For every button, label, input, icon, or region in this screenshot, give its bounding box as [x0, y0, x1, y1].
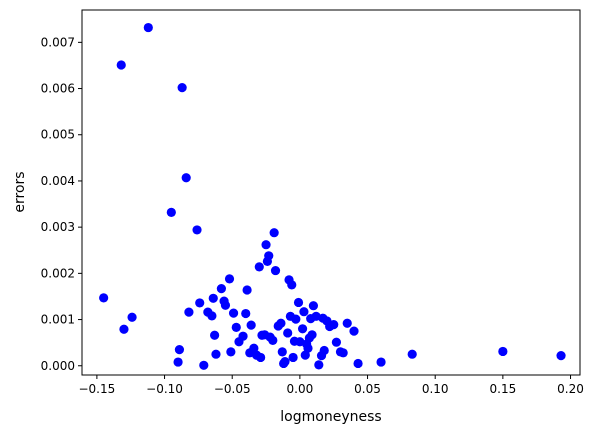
y-axis: 0.000 0.001 0.002 0.003 0.004 0.005 0.006 0.007	[41, 35, 82, 373]
scatter-point-6	[173, 357, 183, 367]
x-tick-label-3: 0.00	[287, 382, 314, 396]
scatter-point-81	[353, 358, 363, 369]
scatter-point-18	[211, 349, 221, 359]
scatter-point-17	[210, 330, 220, 340]
scatter-point-75	[329, 320, 339, 330]
scatter-point-9	[181, 173, 191, 183]
scatter-point-78	[338, 348, 348, 358]
scatter-point-10	[184, 307, 194, 317]
scatter-point-53	[287, 280, 297, 290]
x-tick-label-2: −0.05	[214, 382, 251, 396]
scatter-point-34	[254, 262, 264, 272]
x-tick-label-7: 0.20	[557, 382, 584, 396]
scatter-point-57	[293, 297, 304, 308]
scatter-point-35	[256, 352, 266, 363]
y-tick-label-1: 0.001	[41, 313, 75, 327]
x-tick-label-5: 0.10	[422, 382, 449, 396]
scatter-point-22	[224, 274, 235, 284]
scatter-point-38	[261, 240, 271, 250]
scatter-point-21	[220, 300, 231, 310]
scatter-point-42	[268, 335, 278, 345]
scatter-point-72	[319, 345, 329, 356]
scatter-point-84	[498, 346, 508, 357]
scatter-point-46	[276, 318, 286, 328]
scatter-point-50	[283, 328, 293, 338]
scatter-point-80	[349, 326, 359, 336]
y-tick-label-6: 0.006	[41, 82, 75, 96]
scatter-point-49	[280, 357, 290, 367]
x-axis-label: logmoneyness	[280, 409, 381, 425]
scatter-point-40	[264, 251, 274, 261]
scatter-point-60	[299, 307, 309, 317]
scatter-point-31	[246, 320, 256, 330]
scatter-point-12	[195, 298, 205, 308]
scatter-point-79	[342, 318, 352, 328]
x-tick-label-1: −0.10	[146, 382, 183, 396]
scatter-point-3	[127, 312, 137, 322]
scatter-point-23	[226, 347, 236, 357]
scatter-point-63	[303, 343, 313, 353]
scatter-point-13	[199, 360, 209, 370]
scatter-point-16	[208, 293, 218, 303]
scatter-point-27	[238, 331, 248, 341]
scatter-point-76	[331, 337, 342, 347]
scatter-point-43	[269, 228, 279, 238]
scatter-point-67	[308, 301, 319, 311]
scatter-point-8	[177, 83, 187, 93]
scatter-point-47	[277, 347, 287, 357]
scatter-point-61	[300, 350, 310, 360]
y-tick-label-3: 0.003	[41, 220, 75, 234]
x-axis: −0.15 −0.10 −0.05 0.00 0.05 0.10 0.15 0.20	[78, 375, 584, 396]
scatter-point-4	[143, 22, 153, 33]
scatter-point-11	[192, 225, 202, 235]
y-axis-label: errors	[12, 171, 28, 212]
scatter-point-56	[291, 314, 301, 324]
scatter-point-83	[407, 349, 417, 359]
scatter-point-19	[216, 284, 226, 294]
scatter-point-25	[231, 322, 241, 333]
scatter-point-15	[207, 311, 217, 321]
scatter-point-44	[270, 265, 281, 276]
scatter-point-29	[242, 285, 252, 295]
scatter-point-2	[119, 324, 129, 334]
scatter-point-85	[556, 350, 566, 361]
y-tick-label-5: 0.005	[41, 128, 75, 142]
scatter-point-82	[376, 357, 386, 367]
scatter-point-69	[314, 360, 324, 370]
plot-frame	[81, 9, 581, 376]
x-tick-label-4: 0.05	[354, 382, 381, 396]
y-tick-label-0: 0.000	[41, 359, 75, 373]
scatter-point-24	[228, 308, 239, 318]
x-tick-label-6: 0.15	[490, 382, 517, 396]
y-tick-label-4: 0.004	[41, 174, 75, 188]
y-tick-label-7: 0.007	[41, 35, 75, 49]
scatter-point-28	[241, 308, 251, 319]
scatter-point-59	[297, 324, 308, 334]
scatter-point-66	[307, 330, 317, 340]
scatter-point-1	[116, 60, 126, 70]
scatter-point-32	[249, 343, 259, 353]
x-tick-label-0: −0.15	[78, 382, 115, 396]
scatter-point-5	[166, 207, 176, 217]
scatter-point-0	[99, 293, 109, 303]
points-layer	[99, 22, 566, 370]
scatter-point-54	[288, 352, 298, 363]
y-tick-label-2: 0.002	[41, 266, 75, 280]
scatter-point-7	[174, 344, 185, 355]
